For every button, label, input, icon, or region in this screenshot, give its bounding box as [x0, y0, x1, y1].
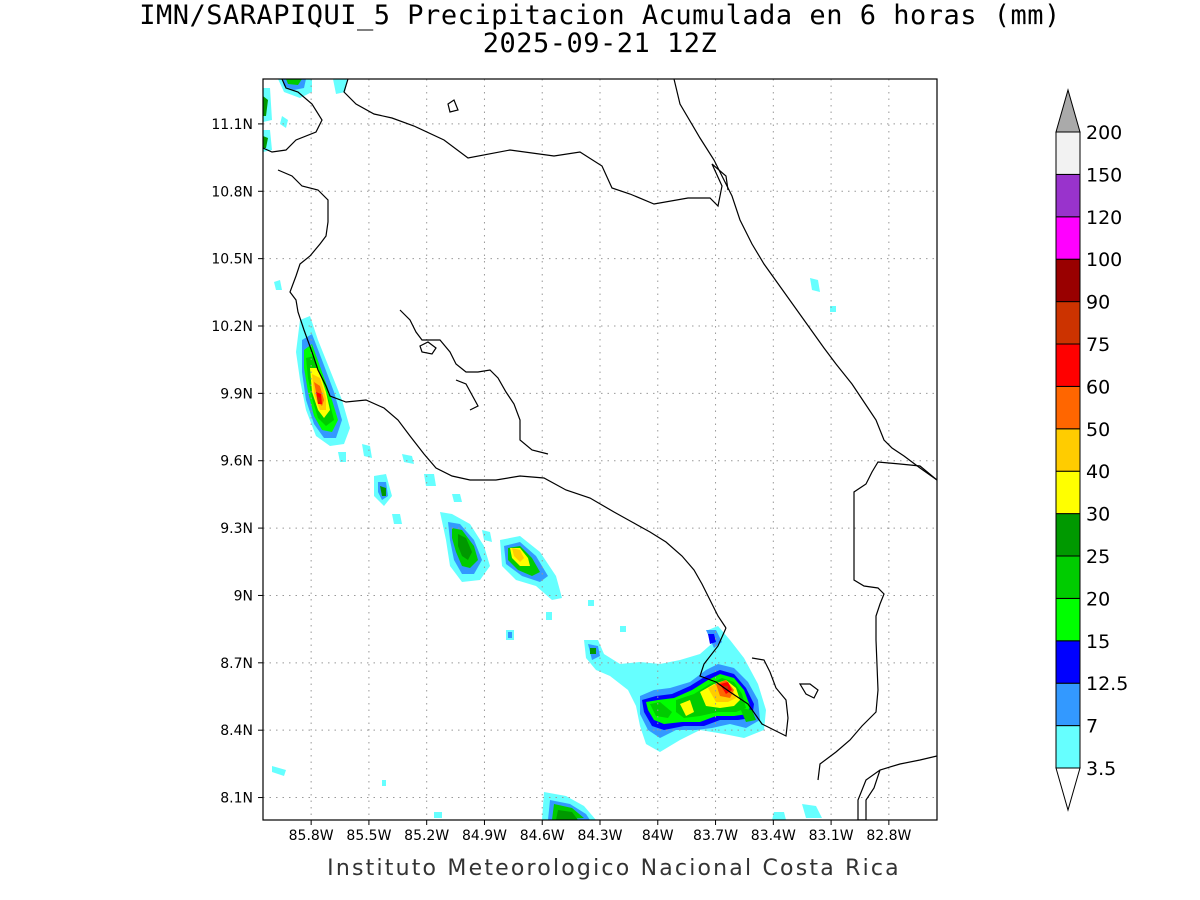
coastlines	[263, 79, 937, 820]
colorbar-label: 200	[1086, 122, 1122, 144]
caribbean-coast	[673, 79, 937, 481]
colorbar-label: 60	[1086, 376, 1110, 398]
colorbar-label: 40	[1086, 461, 1110, 483]
colorbar-over-triangle	[1055, 88, 1081, 133]
colorbar-swatch	[1055, 555, 1081, 599]
precip-blob-central-1	[440, 512, 492, 582]
colorbar-swatch	[1055, 173, 1081, 218]
colorbar-label: 100	[1086, 249, 1122, 271]
isla-small	[447, 99, 459, 113]
lon-tick-label: 83.4W	[751, 828, 796, 844]
precip-blob-osa	[584, 626, 766, 752]
lat-tick-label: 10.8N	[211, 184, 253, 200]
colorbar-swatch	[1055, 385, 1081, 430]
colorbar-label: 150	[1086, 164, 1122, 186]
colorbar-label: 50	[1086, 419, 1110, 441]
lon-tick-label: 84.3W	[577, 828, 622, 844]
chart-title: IMN/SARAPIQUI_5 Precipitacion Acumulada …	[0, 2, 1200, 58]
colorbar-label: 12.5	[1086, 673, 1128, 695]
colorbar-label: 15	[1086, 631, 1110, 653]
golfo-dulce	[798, 683, 819, 699]
lon-tick-label: 85.5W	[346, 828, 391, 844]
chira-island	[419, 341, 437, 355]
colorbar-label: 20	[1086, 588, 1110, 610]
colorbar-label: 3.5	[1086, 758, 1116, 780]
colorbar-label: 25	[1086, 546, 1110, 568]
lat-tick-label: 9.6N	[220, 454, 253, 470]
lon-tick-label: 84W	[642, 828, 674, 844]
nicoya-peninsula-edge	[455, 379, 479, 411]
title-line-1: IMN/SARAPIQUI_5 Precipitacion Acumulada …	[139, 0, 1061, 31]
colorbar-swatch	[1055, 258, 1081, 303]
lat-tick-label: 10.5N	[211, 252, 253, 268]
colorbar-label: 120	[1086, 207, 1122, 229]
lat-tick-label: 9N	[234, 588, 253, 604]
nicaragua-coast	[263, 79, 323, 153]
osa-coast	[699, 627, 789, 737]
precip-blob-nicoya	[274, 280, 350, 462]
border-panama	[817, 461, 937, 781]
nicoya-gulf-coast	[399, 309, 549, 455]
lon-tick-label: 85.2W	[404, 828, 449, 844]
precip-blob-pacific-small	[272, 278, 836, 818]
lon-axis: 85.8W 85.5W 85.2W 84.9W 84.6W 84.3W 84W 83.7W 83…	[289, 820, 912, 844]
precip-fields	[263, 79, 836, 820]
precip-blob-central-2	[500, 536, 562, 600]
colorbar-under-triangle	[1055, 767, 1081, 812]
pacific-coast-north	[277, 169, 727, 629]
lake-nicaragua-shore	[343, 79, 729, 208]
precip-blob-bottom	[542, 792, 822, 820]
colorbar-swatch	[1055, 428, 1081, 472]
colorbar: 3.5 7 12.5 15 20 25 30 40 50 60 75 90 100 120 150 200	[1055, 88, 1128, 812]
colorbar-label: 75	[1086, 334, 1110, 356]
colorbar-label: 30	[1086, 504, 1110, 526]
lon-tick-label: 84.9W	[462, 828, 507, 844]
colorbar-label: 7	[1086, 716, 1098, 738]
lat-tick-label: 8.7N	[220, 656, 253, 672]
lat-tick-label: 11.1N	[211, 117, 253, 133]
colorbar-swatch	[1055, 343, 1081, 387]
lat-tick-label: 9.9N	[220, 386, 253, 402]
lon-tick-label: 83.7W	[693, 828, 738, 844]
colorbar-swatch	[1055, 470, 1081, 515]
burica-coast	[857, 755, 937, 820]
colorbar-swatch	[1055, 131, 1081, 175]
lon-tick-label: 82.8W	[866, 828, 911, 844]
precip-blob-nw-corner	[263, 79, 348, 152]
colorbar-swatch	[1055, 513, 1081, 557]
colorbar-swatch	[1055, 597, 1081, 642]
colorbar-swatch	[1055, 725, 1081, 769]
colorbar-swatch	[1055, 682, 1081, 727]
grid-lines	[263, 79, 937, 820]
lat-tick-label: 8.4N	[220, 723, 253, 739]
footer-credit: Instituto Meteorologico Nacional Costa R…	[327, 856, 901, 881]
colorbar-swatch	[1055, 640, 1081, 684]
lat-axis: 11.1N 10.8N 10.5N 10.2N 9.9N 9.6N 9.3N 9N 8.7N 8.…	[211, 117, 263, 807]
lon-tick-label: 84.6W	[520, 828, 565, 844]
lon-tick-label: 83.1W	[809, 828, 854, 844]
lat-tick-label: 9.3N	[220, 521, 253, 537]
lat-tick-label: 10.2N	[211, 319, 253, 335]
title-line-2: 2025-09-21 12Z	[482, 28, 718, 59]
lat-tick-label: 8.1N	[220, 791, 253, 807]
colorbar-swatch	[1055, 301, 1081, 345]
colorbar-label: 90	[1086, 292, 1110, 314]
colorbar-swatch	[1055, 216, 1081, 260]
lon-tick-label: 85.8W	[289, 828, 334, 844]
